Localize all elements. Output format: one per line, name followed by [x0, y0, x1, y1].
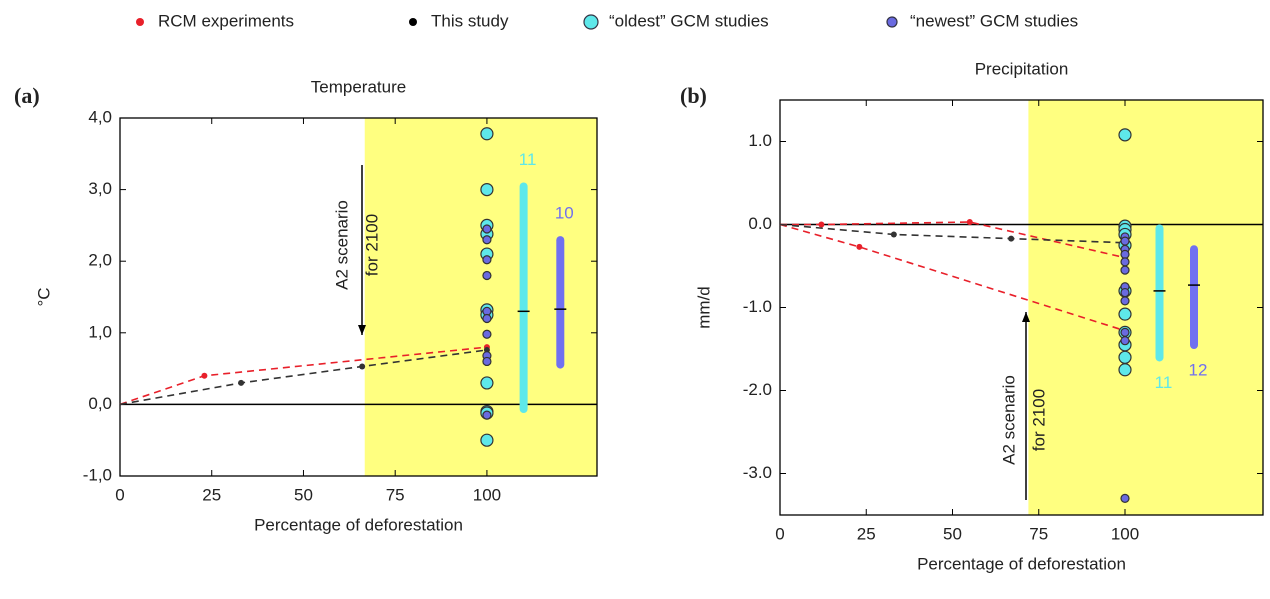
legend-marker — [136, 18, 144, 26]
point — [482, 270, 492, 281]
y-tick-label: 1.0 — [748, 131, 772, 150]
point — [482, 356, 492, 367]
x-axis-label: Percentage of deforestation — [254, 515, 463, 534]
y-tick-label: 4,0 — [88, 107, 112, 126]
panel-label: (b) — [680, 83, 707, 108]
point — [482, 255, 492, 265]
legend-marker — [409, 18, 417, 26]
point — [1120, 336, 1130, 346]
legend-label: “oldest” GCM studies — [609, 11, 769, 30]
point — [890, 231, 897, 238]
point — [480, 183, 494, 197]
point — [1008, 235, 1015, 242]
chart-title: Precipitation — [975, 59, 1069, 78]
point — [1120, 249, 1130, 259]
y-tick-label: -3.0 — [743, 463, 772, 482]
point — [238, 379, 245, 386]
point — [1120, 257, 1130, 267]
plot-frame — [119, 117, 598, 477]
y-tick-label: -1,0 — [83, 465, 112, 484]
point — [966, 219, 973, 226]
point — [1120, 327, 1130, 337]
point — [201, 372, 208, 379]
point — [482, 313, 492, 324]
arrow-head — [1022, 312, 1030, 322]
range-bar — [519, 182, 528, 413]
x-tick-label: 50 — [294, 485, 313, 504]
point — [1118, 363, 1132, 377]
x-tick-label: 25 — [202, 485, 221, 504]
range-label: 12 — [1189, 360, 1208, 379]
x-tick-label: 50 — [943, 524, 962, 543]
point — [1120, 265, 1130, 275]
y-tick-label: 2,0 — [88, 251, 112, 270]
range-label: 11 — [1155, 373, 1173, 392]
y-tick-label: -2.0 — [743, 380, 772, 399]
range-label: 10 — [555, 204, 574, 223]
point — [1120, 287, 1130, 298]
y-tick-label: -1.0 — [743, 297, 772, 316]
annotation: A2 scenario — [332, 200, 351, 290]
y-axis-label: mm/d — [694, 286, 713, 329]
point — [482, 224, 492, 234]
point — [480, 127, 494, 141]
y-tick-label: 3,0 — [88, 179, 112, 198]
x-tick-label: 25 — [857, 524, 876, 543]
annotation: for 2100 — [362, 214, 381, 276]
y-tick-label: 0,0 — [88, 394, 112, 413]
point — [1118, 350, 1132, 364]
point — [818, 221, 825, 228]
chart-title: Temperature — [311, 77, 406, 96]
annotation: A2 scenario — [999, 375, 1018, 465]
annotation: for 2100 — [1029, 389, 1048, 451]
legend-label: “newest” GCM studies — [910, 11, 1078, 30]
range-bar — [1190, 245, 1198, 349]
panel-label: (a) — [14, 83, 40, 108]
x-tick-label: 100 — [1111, 524, 1139, 543]
point — [480, 376, 494, 390]
x-tick-label: 0 — [775, 524, 784, 543]
y-tick-label: 0.0 — [748, 214, 772, 233]
arrow-head — [358, 325, 366, 335]
y-axis-label: °C — [34, 287, 53, 306]
point — [1120, 296, 1130, 306]
point — [482, 329, 492, 339]
x-tick-label: 0 — [115, 485, 124, 504]
y-tick-label: 1,0 — [88, 322, 112, 341]
point — [359, 363, 366, 370]
x-tick-label: 100 — [473, 485, 501, 504]
point — [1120, 493, 1130, 503]
dashed-line — [779, 223, 1126, 332]
point — [482, 235, 492, 245]
range-label: 11 — [519, 150, 537, 169]
point — [1118, 307, 1132, 321]
highlight-region — [1028, 100, 1263, 515]
x-axis-label: Percentage of deforestation — [917, 554, 1126, 573]
dashed-line — [119, 349, 488, 406]
point — [856, 243, 863, 250]
point — [480, 433, 494, 447]
point — [1118, 128, 1132, 142]
point — [1120, 236, 1130, 246]
x-tick-label: 75 — [1029, 524, 1048, 543]
legend-marker — [583, 14, 599, 30]
point — [482, 410, 492, 420]
plot-frame — [779, 99, 1264, 516]
legend-label: This study — [431, 11, 509, 30]
dashed-line — [779, 223, 1126, 244]
range-bar — [1155, 224, 1164, 362]
legend-label: RCM experiments — [158, 11, 294, 30]
legend-marker — [886, 16, 898, 28]
range-bar — [556, 236, 565, 369]
x-tick-label: 75 — [386, 485, 405, 504]
